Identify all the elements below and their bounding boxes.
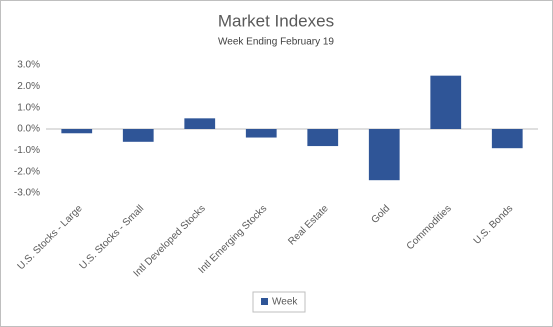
bar [368, 129, 400, 181]
chart-title: Market Indexes [218, 11, 334, 30]
bar [122, 129, 154, 142]
y-tick-label: -1.0% [14, 145, 40, 156]
bar [491, 129, 523, 149]
legend-swatch [261, 298, 268, 305]
y-tick-label: -2.0% [14, 166, 40, 177]
y-tick-label: 3.0% [17, 60, 40, 71]
legend-label: Week [272, 297, 298, 308]
y-tick-label: 0.0% [17, 124, 40, 135]
y-tick-label: 1.0% [17, 102, 40, 113]
legend-box [252, 291, 306, 313]
bar [307, 129, 339, 147]
y-tick-label: 2.0% [17, 81, 40, 92]
bar [245, 129, 277, 138]
bar [430, 75, 462, 129]
y-tick-label: -3.0% [14, 188, 40, 199]
bar [61, 129, 93, 134]
chart-subtitle: Week Ending February 19 [218, 37, 334, 48]
bar [184, 118, 216, 129]
